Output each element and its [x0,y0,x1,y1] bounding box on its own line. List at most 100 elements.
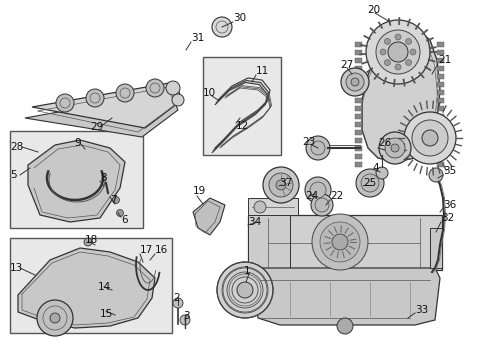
Text: 30: 30 [232,13,245,23]
Circle shape [112,197,119,203]
Polygon shape [193,198,224,235]
Text: 5: 5 [10,170,17,180]
Circle shape [428,168,442,182]
Text: 27: 27 [339,60,352,70]
Bar [354,122,361,127]
Circle shape [173,298,183,308]
Bar [354,82,361,87]
Circle shape [263,167,298,203]
Text: 25: 25 [362,178,375,188]
Circle shape [355,169,383,197]
Circle shape [387,42,407,62]
Text: 15: 15 [100,309,113,319]
Circle shape [405,39,411,44]
Circle shape [116,210,123,216]
Text: 9: 9 [74,138,81,148]
Circle shape [305,136,329,160]
Polygon shape [18,248,155,328]
Text: 24: 24 [305,191,318,201]
Circle shape [268,173,292,197]
Bar [203,57,281,155]
Circle shape [375,30,419,74]
Polygon shape [249,268,439,325]
Circle shape [165,81,180,95]
Bar [354,74,361,79]
Circle shape [390,144,398,152]
Bar [247,198,297,215]
Bar [429,228,441,268]
Circle shape [421,130,437,146]
Circle shape [384,39,389,44]
Text: 11: 11 [256,66,269,76]
Text: 26: 26 [377,138,390,148]
Circle shape [360,174,378,192]
Text: 4: 4 [371,163,378,173]
Circle shape [365,20,429,84]
Bar [436,138,443,143]
Circle shape [340,68,368,96]
Circle shape [212,17,231,37]
Text: 34: 34 [247,217,261,227]
Bar [436,114,443,119]
Text: 29: 29 [90,122,103,132]
Text: 21: 21 [437,55,450,65]
Bar [436,66,443,71]
Circle shape [180,315,190,325]
Text: 23: 23 [302,137,315,147]
Bar [354,50,361,55]
Polygon shape [28,140,125,222]
Circle shape [56,94,74,112]
Bar [354,114,361,119]
Circle shape [346,73,363,91]
Circle shape [394,64,400,70]
Bar [436,58,443,63]
Circle shape [237,282,252,298]
Bar [354,138,361,143]
Text: 14: 14 [98,282,111,292]
Bar [354,42,361,47]
Polygon shape [25,92,178,137]
Circle shape [336,318,352,334]
Circle shape [409,49,415,55]
Circle shape [384,60,389,66]
Circle shape [217,262,272,318]
Text: 12: 12 [236,121,249,131]
Text: 7: 7 [110,195,116,205]
Circle shape [146,79,163,97]
Circle shape [350,78,358,86]
Circle shape [319,222,359,262]
Circle shape [305,177,330,203]
Bar [436,106,443,111]
Text: 35: 35 [442,166,455,176]
Bar [354,130,361,135]
Circle shape [309,182,325,198]
Circle shape [37,300,73,336]
Circle shape [86,89,104,107]
Circle shape [375,167,387,179]
Bar [354,98,361,103]
Text: 31: 31 [191,33,204,43]
Text: 1: 1 [244,266,250,276]
Text: 16: 16 [155,245,168,255]
Text: 3: 3 [183,311,189,321]
Bar [247,215,289,268]
Circle shape [379,49,385,55]
Bar [10,238,172,333]
Circle shape [116,84,134,102]
Circle shape [310,141,325,155]
Circle shape [384,138,404,158]
Circle shape [403,112,455,164]
Bar [436,162,443,167]
Circle shape [310,194,332,216]
Text: 20: 20 [366,5,379,15]
Polygon shape [32,82,182,128]
Text: 8: 8 [100,173,106,183]
Bar [436,154,443,159]
Bar [436,82,443,87]
Circle shape [172,94,183,106]
Text: 17: 17 [140,245,153,255]
Bar [436,90,443,95]
Circle shape [84,238,92,246]
Bar [354,58,361,63]
Text: 32: 32 [440,213,453,223]
